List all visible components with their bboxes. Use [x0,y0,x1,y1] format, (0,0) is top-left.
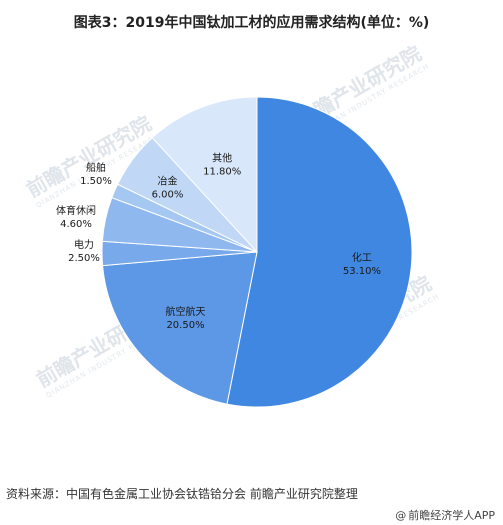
slice-value-label: 20.50% [166,320,204,331]
slice-value-label: 2.50% [68,253,100,264]
slice-label: 电力 [74,238,94,251]
pie-slice [102,251,258,405]
pie-slice [151,96,258,254]
pie-chart: 化工 53.10% 航空航天 20.50% 电力 2.50% 体育休闲 4.60% 船舶 1.50… [56,96,413,408]
slice-value-label: 53.10% [343,266,381,277]
slice-label: 航空航天 [166,305,206,318]
slice-value-label: 11.80% [203,166,241,177]
brand-tag: @ 前瞻经济学人APP [395,509,495,522]
slice-value-label: 1.50% [80,176,112,187]
slice-label: 化工 [352,251,372,264]
slice-label: 冶金 [158,174,178,187]
slice-label: 船舶 [86,161,106,174]
slice-value-label: 4.60% [60,219,92,230]
source-note: 资料来源：中国有色金属工业协会钛锆铪分会 前瞻产业研究院整理 [6,487,358,501]
slice-value-label: 6.00% [152,189,184,200]
slice-label: 体育休闲 [56,204,96,217]
pie-slice [226,96,413,408]
chart-title: 图表3：2019年中国钛加工材的应用需求结构(单位：%) [73,15,430,31]
slice-label: 其他 [212,151,232,164]
at-sign-icon: @ [395,509,407,522]
